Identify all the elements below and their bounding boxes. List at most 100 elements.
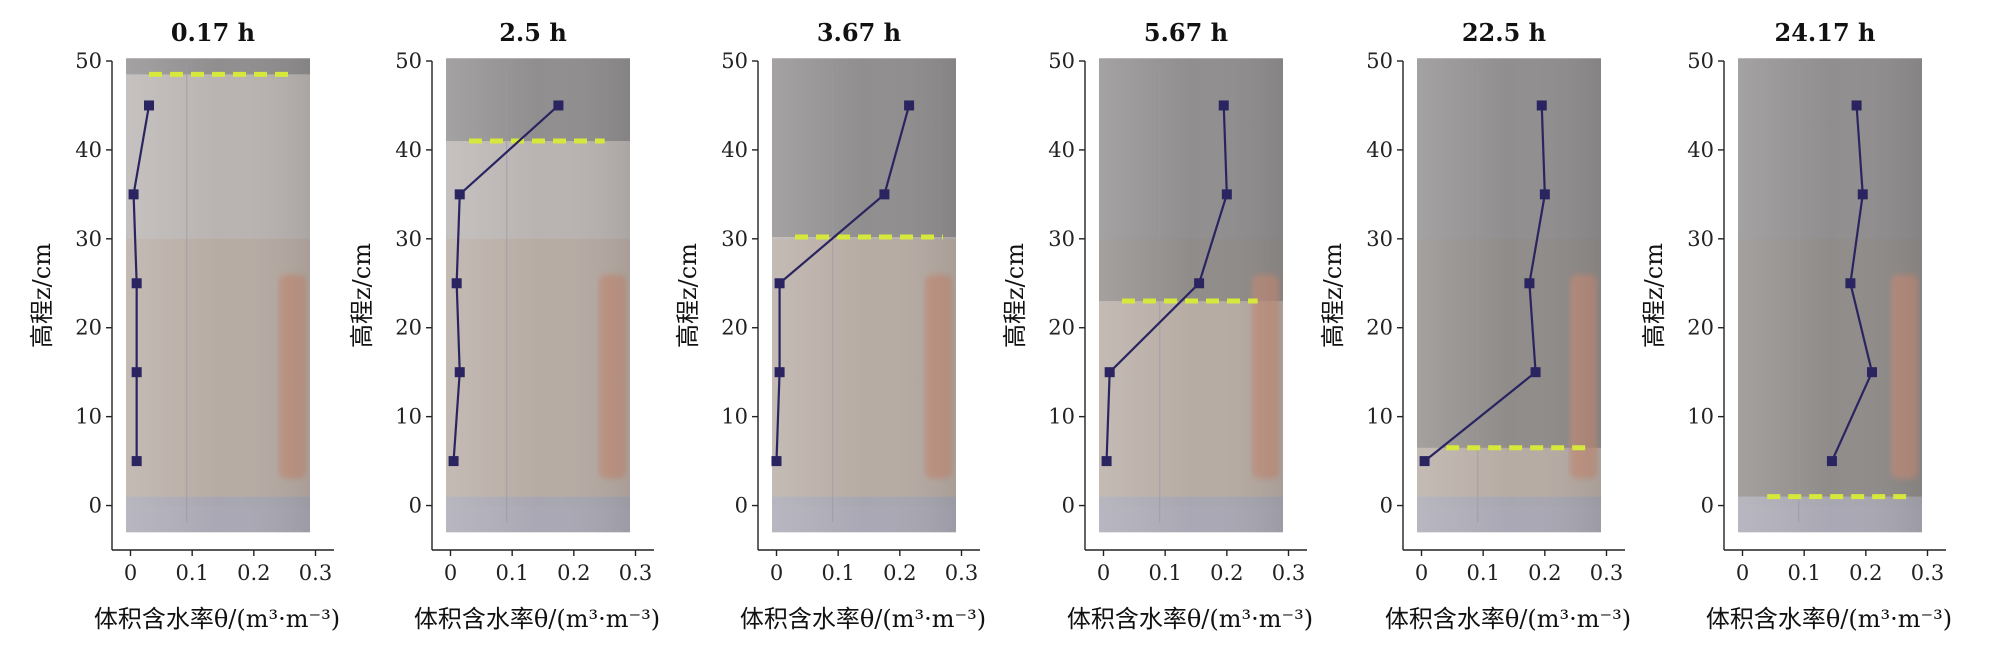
x-tick-label: 0.3 [1590, 561, 1623, 585]
data-point [879, 189, 890, 200]
y-axis-label: 高程z/cm [1001, 243, 1029, 348]
x-tick-label: 0.2 [1210, 561, 1243, 585]
soil-column-photo [772, 58, 956, 533]
soil-column-photo [126, 58, 310, 533]
x-tick-label: 0.1 [1787, 561, 1820, 585]
y-tick-label: 50 [1366, 49, 1393, 73]
y-tick-label: 20 [1048, 316, 1075, 340]
data-point [553, 100, 564, 111]
x-tick-label: 0.3 [619, 561, 652, 585]
y-tick-label: 30 [75, 227, 102, 251]
y-tick-label: 20 [1687, 316, 1714, 340]
panel-title: 5.67 h [1144, 18, 1228, 47]
y-tick-label: 50 [395, 49, 422, 73]
y-tick-label: 50 [75, 49, 102, 73]
y-tick-label: 40 [395, 138, 422, 162]
soil-column-photo [1738, 58, 1922, 533]
y-tick-label: 40 [75, 138, 102, 162]
data-point [1539, 189, 1550, 200]
y-tick-label: 10 [75, 405, 102, 429]
panel-title: 0.17 h [171, 18, 255, 47]
y-tick-label: 40 [1687, 138, 1714, 162]
data-point [1524, 278, 1535, 289]
data-point [1845, 278, 1856, 289]
data-point [1826, 456, 1837, 467]
data-point [454, 189, 465, 200]
y-tick-label: 30 [1687, 227, 1714, 251]
data-point [451, 278, 462, 289]
x-axis-label: 体积含水率θ/(m³·m⁻³) [740, 605, 986, 633]
y-tick-label: 20 [1366, 316, 1393, 340]
y-tick-label: 20 [395, 316, 422, 340]
y-tick-label: 0 [1062, 494, 1075, 518]
data-point [771, 456, 782, 467]
y-tick-label: 0 [1701, 494, 1714, 518]
x-axis-label: 体积含水率θ/(m³·m⁻³) [1385, 605, 1631, 633]
y-tick-label: 40 [1048, 138, 1075, 162]
panel-4: 0 10 20 30 40 50 0 0.1 0.2 0.3 5.67 h 体积含水率θ/(m³·m⁻… [1001, 18, 1313, 633]
data-point [904, 100, 915, 111]
data-point [1419, 456, 1430, 467]
x-tick-label: 0.2 [237, 561, 270, 585]
y-tick-label: 30 [395, 227, 422, 251]
panel-2: 0 10 20 30 40 50 0 0.1 0.2 0.3 2.5 h 体积含水率θ/(m³·m⁻³… [348, 18, 660, 633]
x-tick-label: 0 [124, 561, 137, 585]
y-tick-label: 30 [1048, 227, 1075, 251]
data-point [144, 100, 154, 111]
y-tick-label: 10 [1687, 405, 1714, 429]
y-tick-label: 40 [1366, 138, 1393, 162]
x-axis-label: 体积含水率θ/(m³·m⁻³) [1067, 605, 1313, 633]
panel-1: 0 10 20 30 40 50 0 0.1 0.2 0.3 0.17 h 体积含水率θ/(m³·m⁻… [28, 18, 340, 633]
data-point [131, 278, 142, 289]
y-tick-label: 0 [409, 494, 422, 518]
y-axis-label: 高程z/cm [1319, 243, 1347, 348]
x-tick-label: 0.3 [299, 561, 332, 585]
x-tick-label: 0.1 [821, 561, 854, 585]
data-point [1530, 367, 1541, 378]
y-tick-label: 40 [721, 138, 748, 162]
y-tick-label: 30 [721, 227, 748, 251]
panel-3: 0 10 20 30 40 50 0 0.1 0.2 0.3 3.67 h 体积含水率θ/(m³·m⁻… [674, 18, 986, 633]
panel-title: 3.67 h [817, 18, 901, 47]
x-tick-label: 0.1 [1466, 561, 1499, 585]
data-point [774, 367, 785, 378]
y-tick-label: 20 [721, 316, 748, 340]
data-point [1218, 100, 1229, 111]
data-point [1867, 367, 1877, 378]
panel-5: 0 10 20 30 40 50 0 0.1 0.2 0.3 22.5 h 体积含水率θ/(m³·m⁻… [1319, 18, 1631, 633]
data-point [454, 367, 465, 378]
x-tick-label: 0.2 [883, 561, 916, 585]
x-tick-label: 0.3 [1911, 561, 1944, 585]
y-tick-label: 10 [1366, 405, 1393, 429]
x-tick-label: 0.2 [1849, 561, 1882, 585]
x-tick-label: 0.2 [557, 561, 590, 585]
x-tick-label: 0 [444, 561, 457, 585]
y-tick-label: 10 [1048, 405, 1075, 429]
panel-title: 2.5 h [499, 18, 567, 47]
data-point [1194, 278, 1205, 289]
y-tick-label: 0 [89, 494, 102, 518]
y-axis-label: 高程z/cm [28, 243, 56, 348]
y-tick-label: 10 [721, 405, 748, 429]
y-tick-label: 50 [1687, 49, 1714, 73]
data-point [1536, 100, 1547, 111]
data-point [1221, 189, 1232, 200]
y-tick-label: 0 [735, 494, 748, 518]
x-tick-label: 0.3 [1272, 561, 1305, 585]
data-point [448, 456, 459, 467]
x-tick-label: 0.2 [1528, 561, 1561, 585]
y-tick-label: 10 [395, 405, 422, 429]
soil-column-photo [1417, 58, 1601, 533]
y-tick-label: 0 [1380, 494, 1393, 518]
x-axis-label: 体积含水率θ/(m³·m⁻³) [94, 605, 340, 633]
data-point [131, 456, 142, 467]
data-point [774, 278, 785, 289]
x-tick-label: 0.1 [495, 561, 528, 585]
data-point [131, 367, 142, 378]
x-tick-label: 0 [770, 561, 783, 585]
y-axis-label: 高程z/cm [1640, 243, 1668, 348]
y-tick-label: 30 [1366, 227, 1393, 251]
x-tick-label: 0.1 [1148, 561, 1181, 585]
x-tick-label: 0.1 [175, 561, 208, 585]
